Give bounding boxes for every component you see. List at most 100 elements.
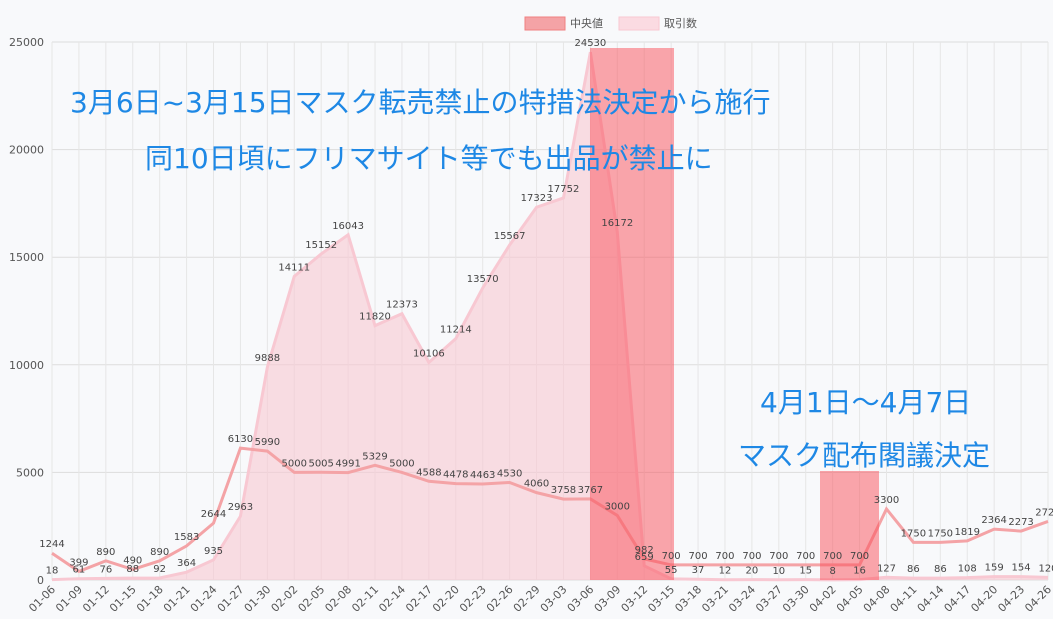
value-label: 15152: [305, 240, 337, 251]
value-label: 1244: [39, 539, 64, 550]
value-label: 13570: [467, 274, 499, 285]
labels: 18 61 76 88 92 364 935 2963 9888 14111 15152 16043 1…: [39, 38, 1053, 577]
y-tick-label: 5000: [16, 466, 44, 479]
value-label: 17752: [548, 184, 580, 195]
value-label: 18: [46, 566, 59, 577]
value-label: 3000: [605, 501, 630, 512]
x-tick-label: 03-30: [780, 583, 812, 615]
value-label: 4478: [443, 470, 468, 481]
value-label: 2644: [201, 509, 226, 520]
annotation: 同10日頃にフリマサイト等でも出品が禁止に: [145, 142, 713, 175]
y-tick-label: 10000: [9, 359, 44, 372]
x-tick-label: 03-03: [538, 583, 570, 615]
value-label: 37: [692, 565, 705, 576]
value-label: 4588: [416, 467, 441, 478]
x-tick-label: 04-02: [807, 583, 839, 615]
value-label: 700: [796, 551, 815, 562]
value-label: 700: [715, 551, 734, 562]
x-tick-label: 04-23: [995, 583, 1027, 615]
value-label: 3767: [578, 485, 603, 496]
x-tick-label: 04-17: [942, 583, 974, 615]
value-label: 700: [689, 551, 708, 562]
value-label: 4060: [524, 479, 549, 490]
x-tick-label: 03-15: [645, 583, 677, 615]
value-label: 700: [742, 551, 761, 562]
highlight-band: [820, 471, 879, 580]
value-label: 10106: [413, 349, 445, 360]
value-label: 3758: [551, 485, 576, 496]
value-label: 108: [958, 564, 977, 575]
line: [51, 51, 1049, 582]
value-label: 982: [635, 545, 654, 556]
value-label: 11820: [359, 312, 391, 323]
value-label: 4463: [470, 470, 495, 481]
value-label: 2720: [1035, 507, 1053, 518]
x-tick-label: 02-20: [430, 583, 462, 615]
value-label: 1819: [955, 527, 980, 538]
x-tick-label: 01-15: [107, 583, 139, 615]
value-label: 9888: [255, 353, 280, 364]
value-label: 15567: [494, 231, 526, 242]
x-tick-label: 01-27: [215, 583, 247, 615]
area: [52, 52, 1048, 581]
x-tick-label: 03-12: [619, 583, 651, 615]
x-tick-label: 02-14: [376, 583, 408, 615]
legend-swatch: [618, 16, 660, 31]
value-label: 1583: [174, 532, 199, 543]
value-label: 6130: [228, 434, 253, 445]
x-tick-label: 01-12: [80, 583, 112, 615]
value-label: 16172: [601, 218, 633, 229]
value-label: 16043: [332, 221, 364, 232]
x-tick-label: 01-06: [26, 583, 58, 615]
line: [51, 446, 1049, 574]
legend-label: 取引数: [664, 16, 697, 30]
value-label: 890: [150, 547, 169, 558]
value-label: 8: [829, 566, 835, 577]
y-tick-label: 15000: [9, 251, 44, 264]
x-tick-label: 01-09: [53, 583, 85, 615]
x-tick-label: 04-14: [915, 583, 947, 615]
x-tick-label: 04-20: [968, 583, 1000, 615]
x-tick-label: 04-05: [834, 583, 866, 615]
value-label: 700: [769, 551, 788, 562]
value-label: 17323: [521, 193, 553, 204]
value-label: 159: [985, 563, 1004, 574]
value-label: 76: [99, 564, 112, 575]
value-label: 61: [73, 565, 86, 576]
legend-swatch: [524, 16, 566, 31]
value-label: 659: [635, 552, 654, 563]
value-label: 399: [69, 557, 88, 568]
value-label: 88: [126, 564, 139, 575]
value-label: 2963: [228, 502, 253, 513]
value-label: 890: [96, 547, 115, 558]
value-label: 700: [850, 551, 869, 562]
x-tick-label: 03-27: [753, 583, 785, 615]
value-label: 14111: [278, 262, 310, 273]
value-label: 86: [907, 564, 920, 575]
value-label: 10: [772, 566, 785, 577]
value-label: 364: [177, 558, 196, 569]
value-label: 20: [746, 566, 759, 577]
y-tick-label: 20000: [9, 144, 44, 157]
x-tick-label: 02-02: [269, 583, 301, 615]
value-label: 86: [934, 564, 947, 575]
value-label: 5000: [282, 458, 307, 469]
x-tick-label: 04-08: [861, 583, 893, 615]
highlight-band: [590, 48, 674, 580]
x-tick-label: 01-24: [188, 583, 220, 615]
value-label: 490: [123, 555, 142, 566]
x-tick-label: 03-09: [592, 583, 624, 615]
x-tick-label: 02-11: [349, 583, 381, 615]
marks: [51, 51, 1049, 582]
value-label: 5000: [389, 458, 414, 469]
x-tick-label: 01-18: [134, 583, 166, 615]
annotation: 4月1日～4月7日: [760, 386, 971, 419]
value-label: 55: [665, 565, 678, 576]
value-label: 12373: [386, 300, 418, 311]
value-label: 5329: [362, 451, 387, 462]
annotation: 3月6日~3月15日マスク転売禁止の特措法決定から施行: [70, 86, 771, 119]
x-tick-label: 03-24: [726, 583, 758, 615]
value-label: 700: [823, 551, 842, 562]
value-label: 120: [1038, 563, 1053, 574]
